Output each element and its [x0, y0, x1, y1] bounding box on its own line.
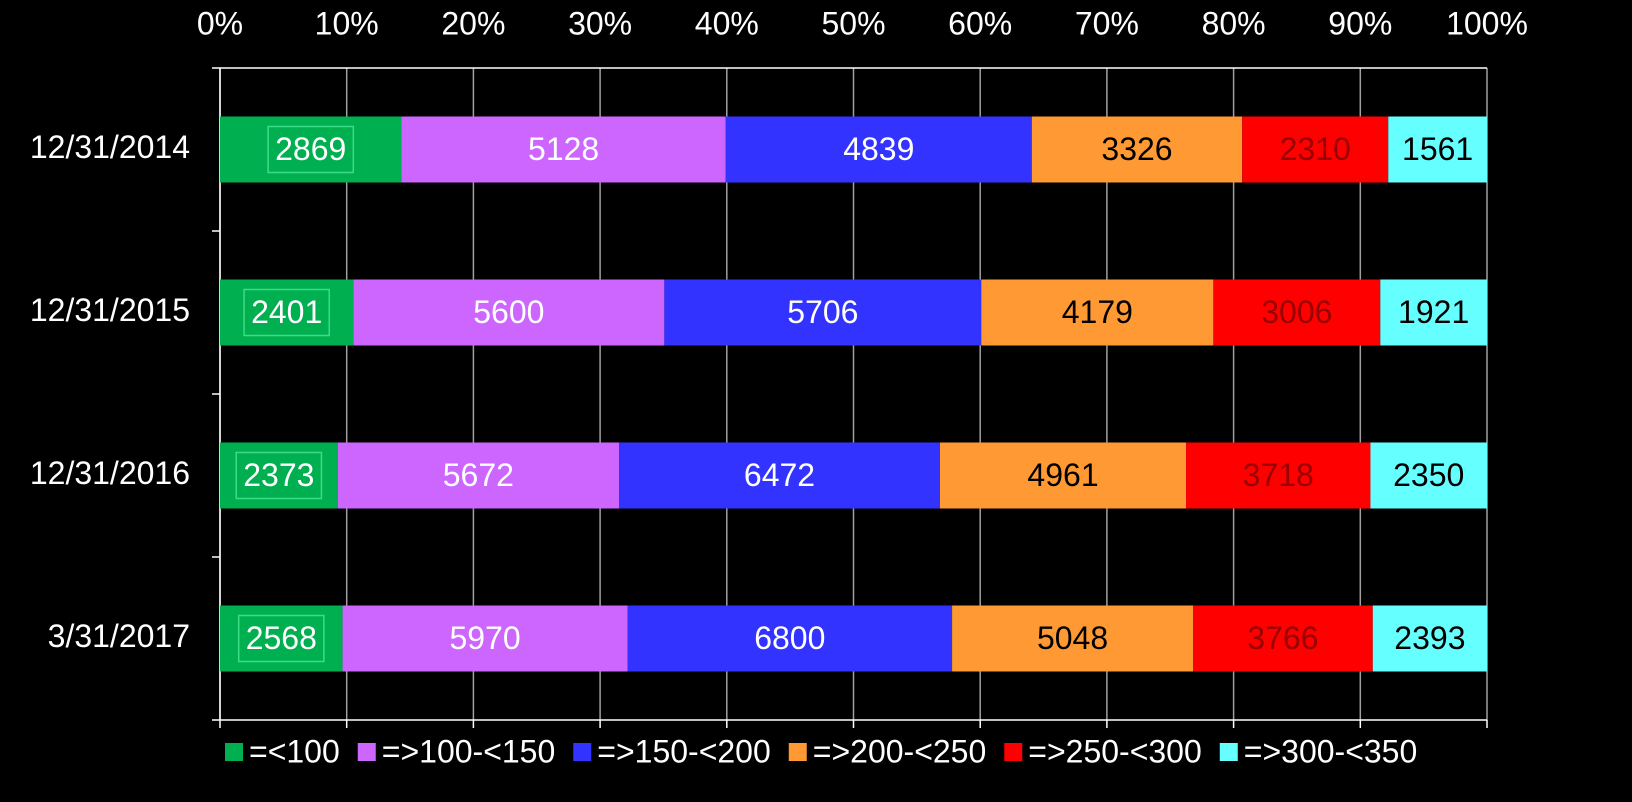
- data-label: 3718: [1243, 457, 1314, 493]
- label-box: [237, 614, 325, 663]
- bar-segment: [220, 605, 343, 672]
- data-label: 6472: [744, 457, 815, 493]
- data-label: 6800: [754, 620, 825, 656]
- legend-swatch: [225, 743, 243, 761]
- x-tick-label: 50%: [821, 5, 885, 41]
- legend-label: =>100-<150: [382, 733, 556, 769]
- y-tick-label: 12/31/2014: [30, 129, 190, 165]
- bar-segment: [1370, 442, 1487, 509]
- x-tick-label: 60%: [948, 5, 1012, 41]
- data-label: 2310: [1280, 131, 1351, 167]
- bar-segment: [342, 605, 628, 672]
- legend-swatch: [1004, 743, 1023, 761]
- bar-segment: [981, 279, 1214, 346]
- legend-label: =>150-<200: [597, 733, 771, 769]
- bar-segment: [952, 605, 1194, 672]
- data-label: 3006: [1261, 294, 1332, 330]
- bar-segment: [1380, 279, 1487, 346]
- data-label: 5970: [449, 620, 520, 656]
- bar-segment: [1372, 605, 1487, 672]
- data-label: 2401: [251, 294, 322, 330]
- data-label: 2568: [246, 620, 317, 656]
- x-tick-label: 90%: [1328, 5, 1392, 41]
- data-label: 4179: [1062, 294, 1133, 330]
- bar-segment: [1031, 116, 1243, 183]
- bar-segment: [337, 442, 620, 509]
- legend-swatch: [573, 743, 592, 761]
- bar-segment: [220, 279, 354, 346]
- bar-segment: [1213, 279, 1381, 346]
- data-label: 3766: [1247, 620, 1318, 656]
- bar-segment: [1186, 442, 1371, 509]
- legend-swatch: [788, 743, 807, 761]
- data-label: 5128: [528, 131, 599, 167]
- x-tick-label: 40%: [695, 5, 759, 41]
- data-label: 1921: [1398, 294, 1469, 330]
- legend-swatch: [1219, 743, 1238, 761]
- legend-label: =<100: [249, 733, 340, 769]
- bar-segment: [1193, 605, 1373, 672]
- bar-segment: [220, 442, 338, 509]
- data-label: 2393: [1394, 620, 1465, 656]
- x-tick-label: 10%: [315, 5, 379, 41]
- data-label: 4961: [1027, 457, 1098, 493]
- bar-segment: [627, 605, 953, 672]
- x-tick-label: 0%: [197, 5, 243, 41]
- data-label: 2869: [275, 131, 346, 167]
- label-box: [235, 451, 323, 500]
- data-label: 5048: [1037, 620, 1108, 656]
- data-label: 5672: [443, 457, 514, 493]
- bar-segment: [619, 442, 940, 509]
- y-tick-label: 12/31/2015: [30, 292, 190, 328]
- data-label: 5706: [787, 294, 858, 330]
- data-label: 1561: [1402, 131, 1473, 167]
- x-tick-label: 80%: [1202, 5, 1266, 41]
- label-box: [267, 125, 355, 174]
- bar-segment: [401, 116, 726, 183]
- data-label: 2350: [1393, 457, 1464, 493]
- x-tick-label: 30%: [568, 5, 632, 41]
- data-label: 2373: [243, 457, 314, 493]
- data-label: 3326: [1101, 131, 1172, 167]
- bar-segment: [1242, 116, 1389, 183]
- bar-segment: [220, 116, 402, 183]
- x-tick-label: 70%: [1075, 5, 1139, 41]
- legend-label: =>300-<350: [1244, 733, 1418, 769]
- bar-segment: [353, 279, 665, 346]
- legend-label: =>250-<300: [1028, 733, 1202, 769]
- legend-swatch: [357, 743, 376, 761]
- label-box: [243, 288, 331, 337]
- bar-segment: [939, 442, 1187, 509]
- legend-label: =>200-<250: [813, 733, 987, 769]
- data-label: 5600: [473, 294, 544, 330]
- x-tick-label: 100%: [1446, 5, 1528, 41]
- data-label: 4839: [843, 131, 914, 167]
- bar-segment: [725, 116, 1032, 183]
- bar-segment: [664, 279, 982, 346]
- bar-segment: [1388, 116, 1487, 183]
- y-tick-label: 3/31/2017: [48, 618, 190, 654]
- x-tick-label: 20%: [441, 5, 505, 41]
- y-tick-label: 12/31/2016: [30, 455, 190, 491]
